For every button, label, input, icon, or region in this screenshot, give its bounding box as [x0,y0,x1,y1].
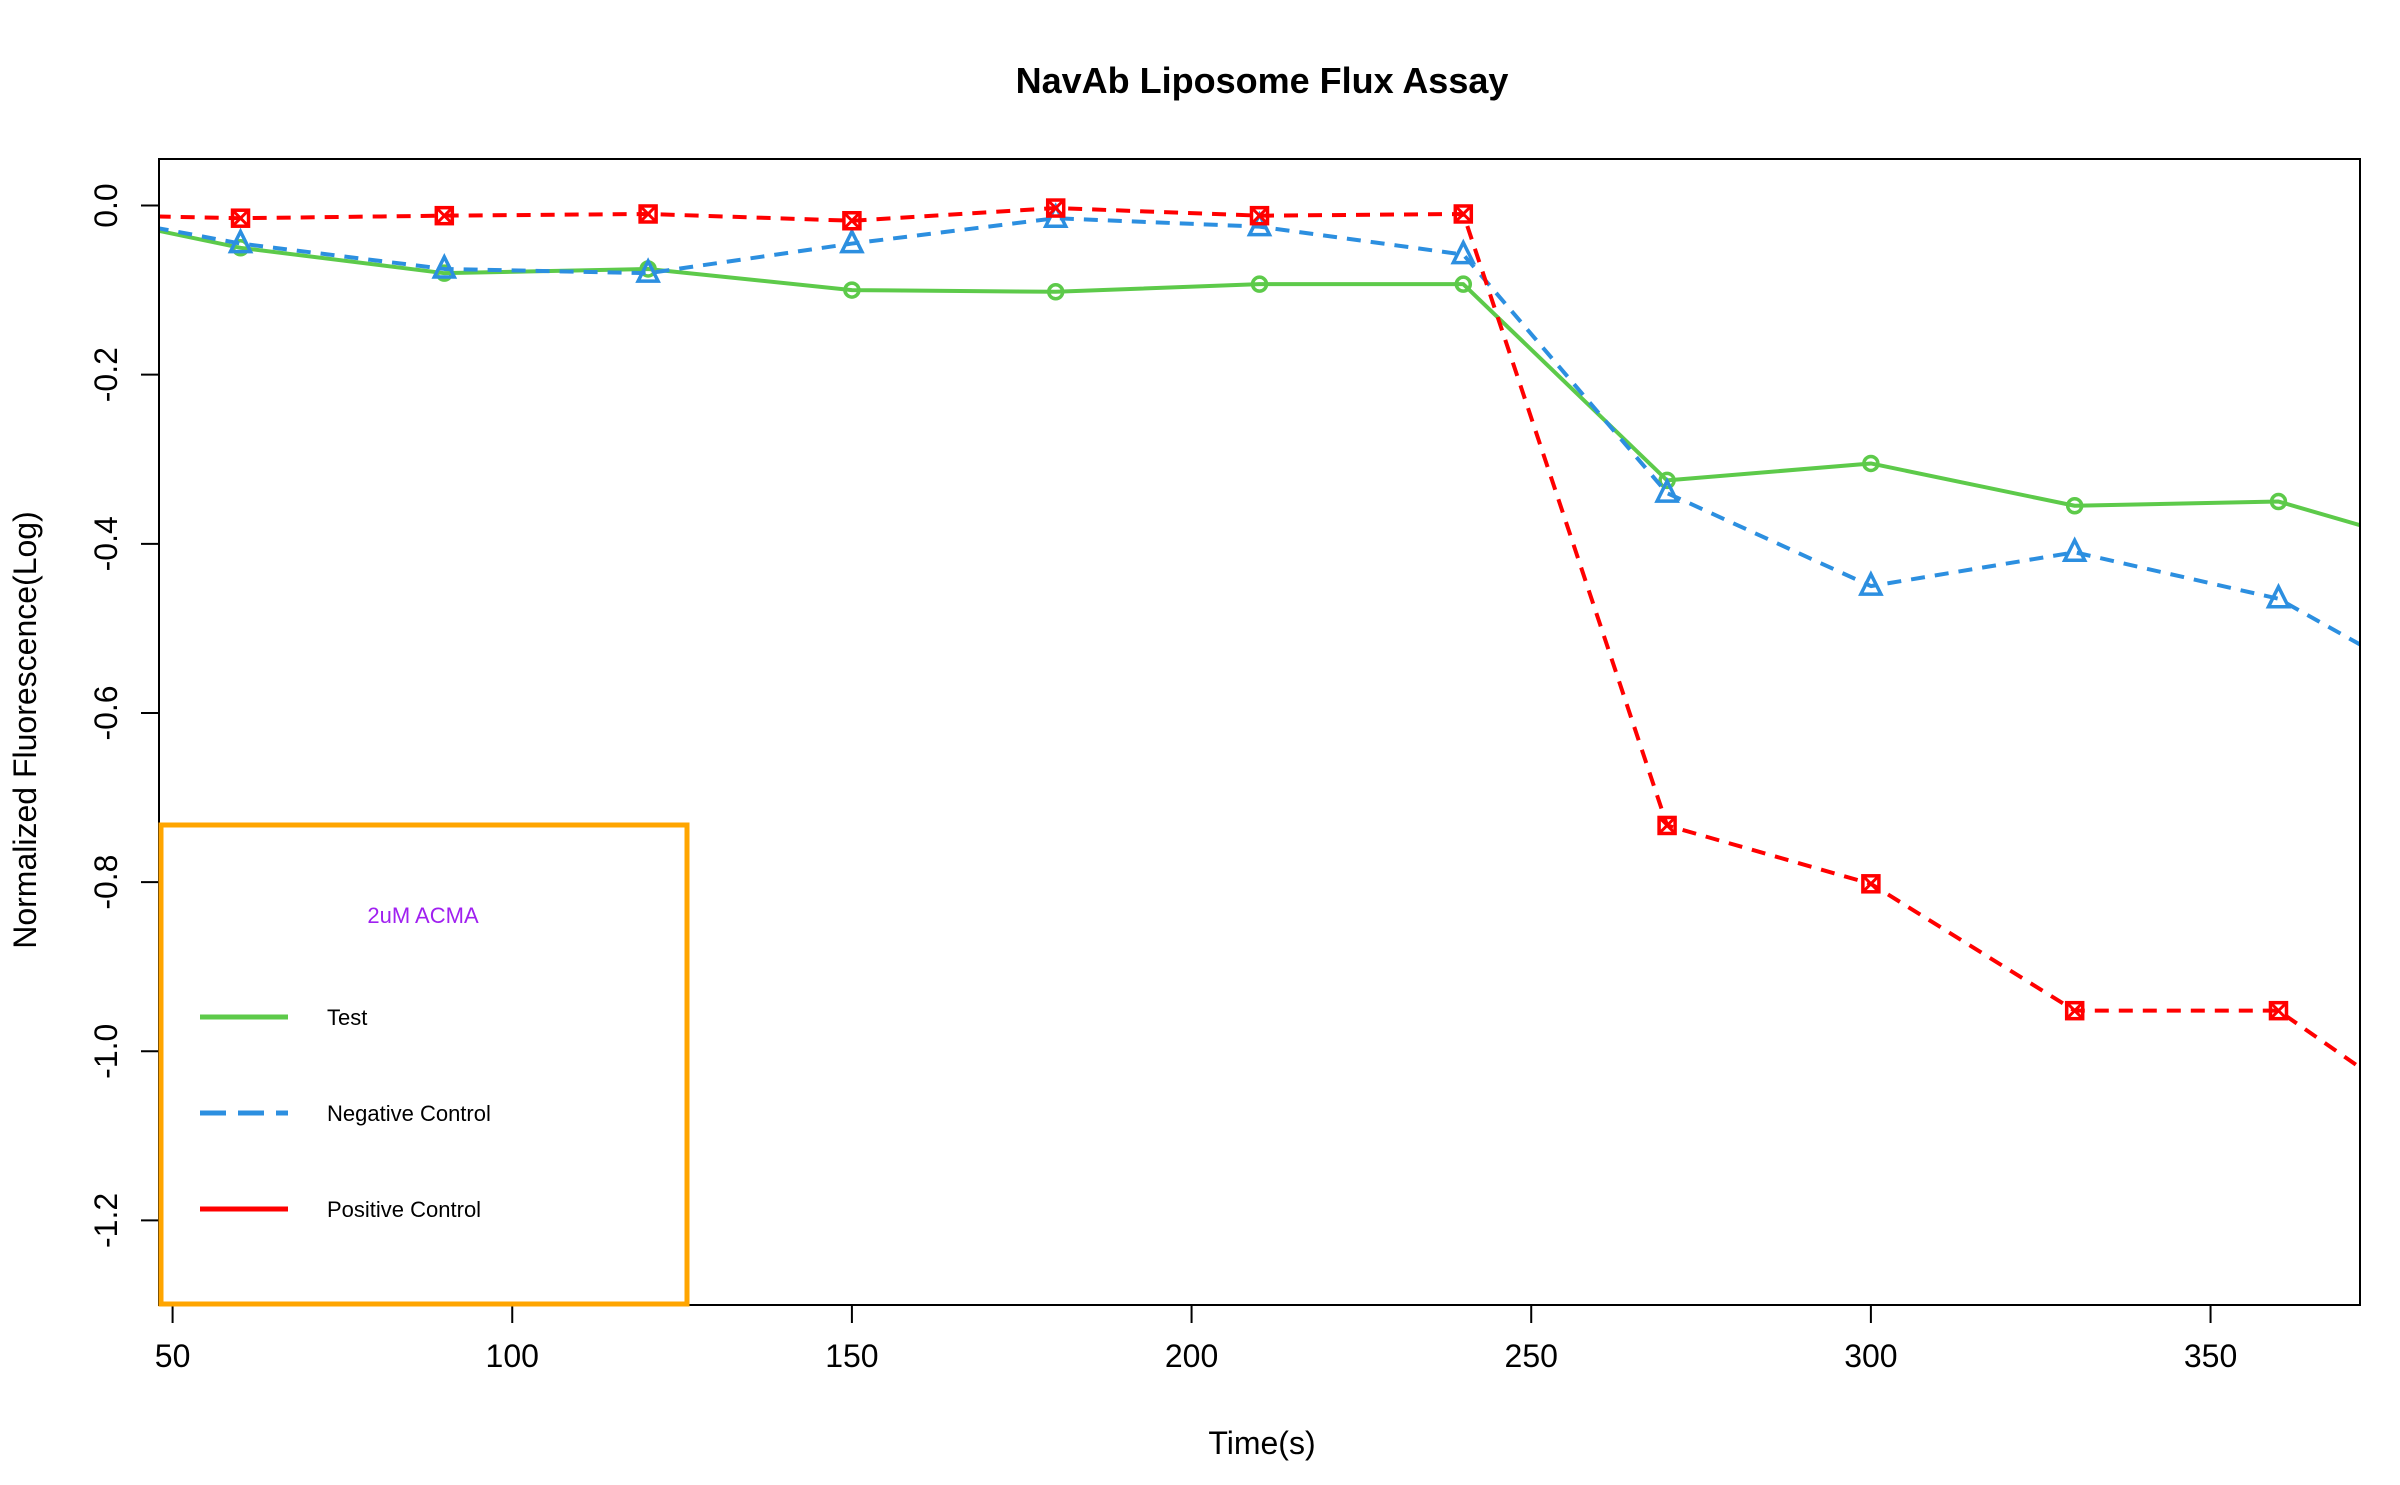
x-tick-label: 200 [1165,1338,1218,1374]
y-tick-label: -1.2 [88,1193,124,1248]
marker-square [1045,198,1066,218]
marker-square [230,208,251,228]
legend-title: 2uM ACMA [367,903,479,928]
y-axis-label: Normalized Fluorescence(Log) [7,511,43,949]
marker-cross [1046,198,1065,218]
data-point-positive-control [1657,815,1677,836]
marker-square [842,210,862,231]
legend-item-test: Test [200,1005,367,1030]
data-point-positive-control [638,204,658,224]
data-point-positive-control [1453,204,1474,224]
data-point-negative-control [2061,536,2088,563]
data-point-test [1250,275,1269,293]
marker-cross [231,209,250,228]
data-point-negative-control [1450,238,1477,265]
legend-label: Positive Control [327,1197,481,1222]
x-axis: 50 100 150 200 250 300 350 [155,1304,2237,1374]
marker-square [1453,204,1474,224]
x-tick-label: 300 [1844,1338,1897,1374]
data-point-negative-control [227,227,254,254]
data-point-test [1046,283,1065,301]
marker-square [2268,1000,2289,1021]
x-tick-label: 50 [155,1338,191,1374]
data-point-negative-control [1858,570,1884,596]
y-tick-label: -0.4 [88,516,124,571]
data-point-test [1454,275,1473,293]
legend-items: Test Negative Control Positive Control [200,1005,491,1222]
data-point-positive-control [1861,874,1881,894]
legend-label: Negative Control [327,1101,491,1126]
x-tick-label: 350 [2184,1338,2237,1374]
marker-cross [1861,874,1880,893]
marker-square [434,205,455,226]
data-point-positive-control [842,210,862,231]
series-line-negative-control [159,216,2360,647]
data-point-positive-control [1249,205,1270,226]
data-point-negative-control [635,257,661,283]
marker-cross [2065,1001,2084,1020]
data-point-test [2065,497,2084,515]
marker-square [1861,874,1881,894]
marker-square [1249,205,1270,226]
chart-title: NavAb Liposome Flux Assay [1016,60,1509,101]
legend-box [158,822,690,1307]
x-tick-label: 150 [825,1338,878,1374]
x-tick-label: 250 [1505,1338,1558,1374]
data-point-negative-control [2265,582,2292,609]
legend: 2uM ACMA Test Negative Control Positive Co… [158,822,690,1307]
marker-cross [842,211,861,230]
data-point-test [1658,471,1676,490]
data-point-positive-control [1045,198,1066,218]
y-tick-label: -0.2 [88,347,124,402]
marker-cross [1250,206,1269,225]
data-point-negative-control [839,227,865,254]
marker-square [2064,1000,2085,1021]
marker-square [638,204,658,224]
data-point-positive-control [434,205,455,226]
marker-cross [1454,204,1473,224]
data-point-negative-control [1654,477,1680,503]
marker-square [1657,815,1677,836]
x-axis-label: Time(s) [1208,1425,1315,1461]
legend-label: Test [327,1005,367,1030]
data-point-negative-control [431,253,458,279]
y-tick-label: -0.8 [88,855,124,910]
x-tick-label: 100 [486,1338,539,1374]
marker-cross [2269,1001,2288,1020]
legend-item-negative-control: Negative Control [200,1101,491,1126]
legend-item-positive-control: Positive Control [200,1197,481,1222]
y-tick-label: -1.0 [88,1024,124,1079]
data-point-positive-control [2268,1000,2289,1021]
y-tick-label: -0.6 [88,685,124,740]
data-point-positive-control [2064,1000,2085,1021]
series-layer [159,198,2360,1070]
data-point-test [843,281,861,299]
data-point-positive-control [230,208,251,228]
marker-cross [1658,816,1677,835]
data-point-test [2269,492,2288,511]
marker-cross [435,206,454,225]
marker-cross [639,204,658,224]
series-line-test [159,228,2360,528]
data-point-test [1862,454,1880,473]
y-axis: 0.0 -0.2 -0.4 -0.6 -0.8 -1.0 -1.2 [88,183,160,1248]
y-tick-label: 0.0 [88,183,124,227]
